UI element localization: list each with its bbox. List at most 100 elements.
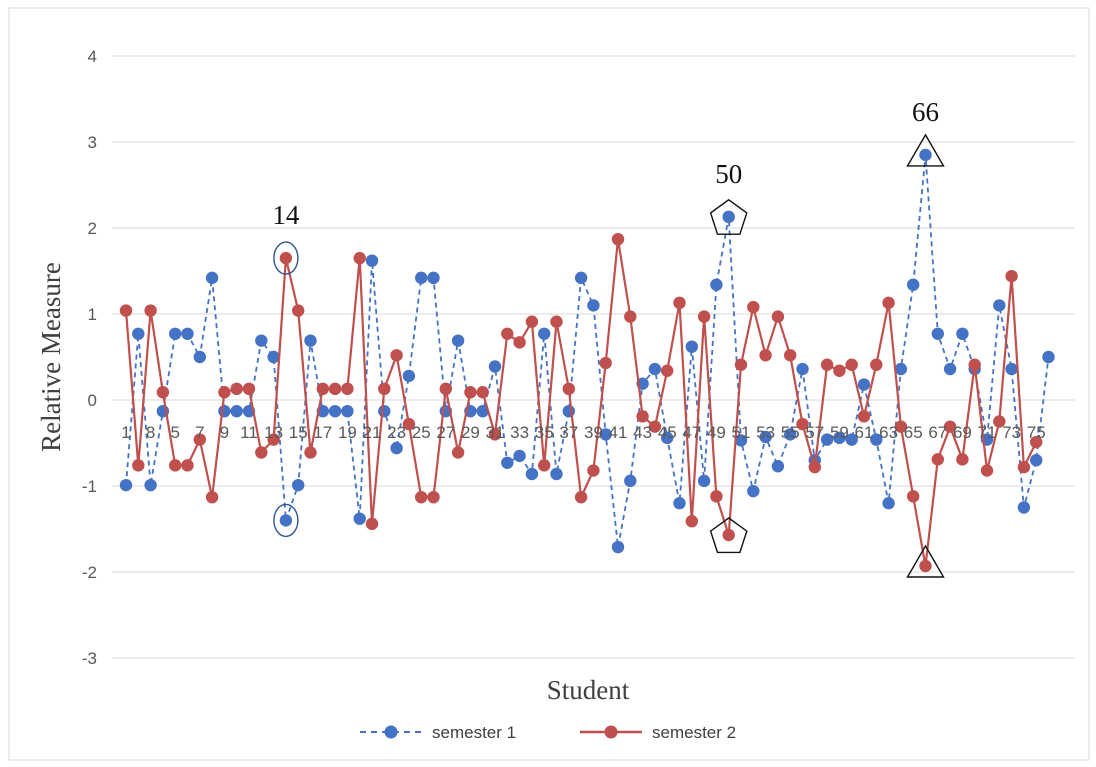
x-tick-label: 15 — [289, 423, 308, 442]
data-point — [747, 300, 760, 314]
data-point — [870, 358, 883, 371]
x-tick-label: 47 — [682, 423, 701, 442]
x-tick-label: 7 — [195, 423, 204, 442]
y-tick-label: 0 — [88, 391, 97, 410]
data-point — [784, 428, 797, 441]
x-tick-label: 49 — [707, 423, 726, 442]
data-point — [956, 327, 969, 340]
x-tick-label: 11 — [240, 423, 258, 442]
data-point — [673, 296, 686, 310]
x-tick-label: 13 — [264, 423, 283, 442]
x-tick-label: 8 — [146, 423, 155, 442]
data-point — [820, 433, 834, 446]
data-point — [956, 453, 969, 466]
data-point — [341, 382, 354, 396]
x-axis-title: Student — [547, 675, 630, 705]
data-point — [919, 148, 932, 162]
data-point — [181, 327, 194, 340]
x-tick-label: 9 — [220, 423, 229, 442]
data-point — [415, 271, 428, 285]
data-point — [193, 433, 206, 446]
data-point — [119, 478, 133, 492]
x-tick-label: 23 — [387, 423, 406, 442]
data-point — [488, 428, 502, 441]
data-point — [587, 464, 600, 477]
data-point — [636, 410, 649, 423]
data-point — [771, 460, 785, 473]
data-point — [661, 431, 674, 445]
x-tick-label: 45 — [658, 423, 677, 442]
y-tick-label: -2 — [82, 563, 97, 582]
data-point — [599, 356, 612, 370]
data-point — [169, 327, 182, 340]
data-point — [242, 382, 256, 396]
x-tick-label: 69 — [953, 423, 972, 442]
data-point — [218, 404, 231, 418]
y-tick-label: 2 — [88, 219, 97, 238]
x-tick-label: 41 — [609, 423, 628, 442]
data-point — [267, 350, 280, 364]
data-point — [513, 449, 526, 463]
data-point — [550, 315, 563, 328]
x-tick-label: 17 — [313, 423, 332, 442]
data-point — [796, 362, 809, 376]
data-point — [574, 271, 588, 285]
data-point — [488, 360, 502, 373]
data-point — [292, 478, 305, 492]
x-tick-label: 31 — [486, 423, 505, 442]
x-tick-label: 27 — [436, 423, 455, 442]
legend-item-1: semester 1 — [360, 723, 516, 742]
data-point — [1030, 454, 1043, 467]
data-point — [205, 490, 219, 504]
data-point — [845, 358, 858, 371]
data-point — [685, 515, 698, 528]
data-point — [993, 299, 1006, 312]
data-point — [550, 467, 563, 481]
annotation-marker — [709, 517, 748, 554]
data-point — [279, 514, 293, 527]
series-2 — [119, 232, 1043, 573]
x-tick-label: 61 — [855, 423, 874, 442]
series-1 — [119, 148, 1055, 554]
data-point — [894, 362, 908, 376]
x-tick-label: 57 — [805, 423, 824, 442]
annotation-marker — [709, 198, 748, 235]
data-point — [870, 433, 883, 446]
data-point — [845, 433, 858, 446]
x-tick-label: 55 — [781, 423, 800, 442]
data-point — [390, 441, 403, 455]
data-point — [292, 304, 305, 317]
data-point — [857, 410, 871, 423]
x-tick-label: 63 — [879, 423, 898, 442]
x-tick-label: 37 — [559, 423, 578, 442]
x-tick-label: 39 — [584, 423, 603, 442]
data-point — [451, 334, 465, 347]
data-point — [931, 327, 944, 340]
data-point — [451, 446, 465, 459]
data-point — [169, 459, 182, 472]
data-point — [587, 299, 600, 312]
y-axis-title: Relative Measure — [36, 262, 66, 452]
data-point — [353, 251, 366, 265]
data-point — [1005, 269, 1018, 283]
data-point — [943, 362, 957, 376]
data-point — [661, 364, 674, 377]
data-point — [759, 430, 772, 444]
data-point — [341, 404, 354, 418]
data-point — [1005, 362, 1018, 376]
y-tick-label: -3 — [82, 649, 97, 668]
data-point — [464, 386, 477, 399]
data-point — [538, 327, 551, 340]
legend: semester 1 semester 2 — [360, 723, 736, 742]
data-point — [378, 382, 391, 396]
x-axis-tick-labels: 1 8 5 7 9 11 13 15 17 19 21 23 25 27 29 31 33 35 37 39 41 43 4… — [121, 423, 1045, 442]
data-point — [144, 478, 157, 492]
x-tick-label: 29 — [461, 423, 480, 442]
data-point — [907, 278, 920, 291]
x-tick-label: 71 — [978, 423, 997, 442]
data-point — [230, 404, 243, 418]
x-tick-label: 5 — [170, 423, 179, 442]
gridlines — [112, 55, 1075, 659]
data-point — [980, 464, 994, 477]
